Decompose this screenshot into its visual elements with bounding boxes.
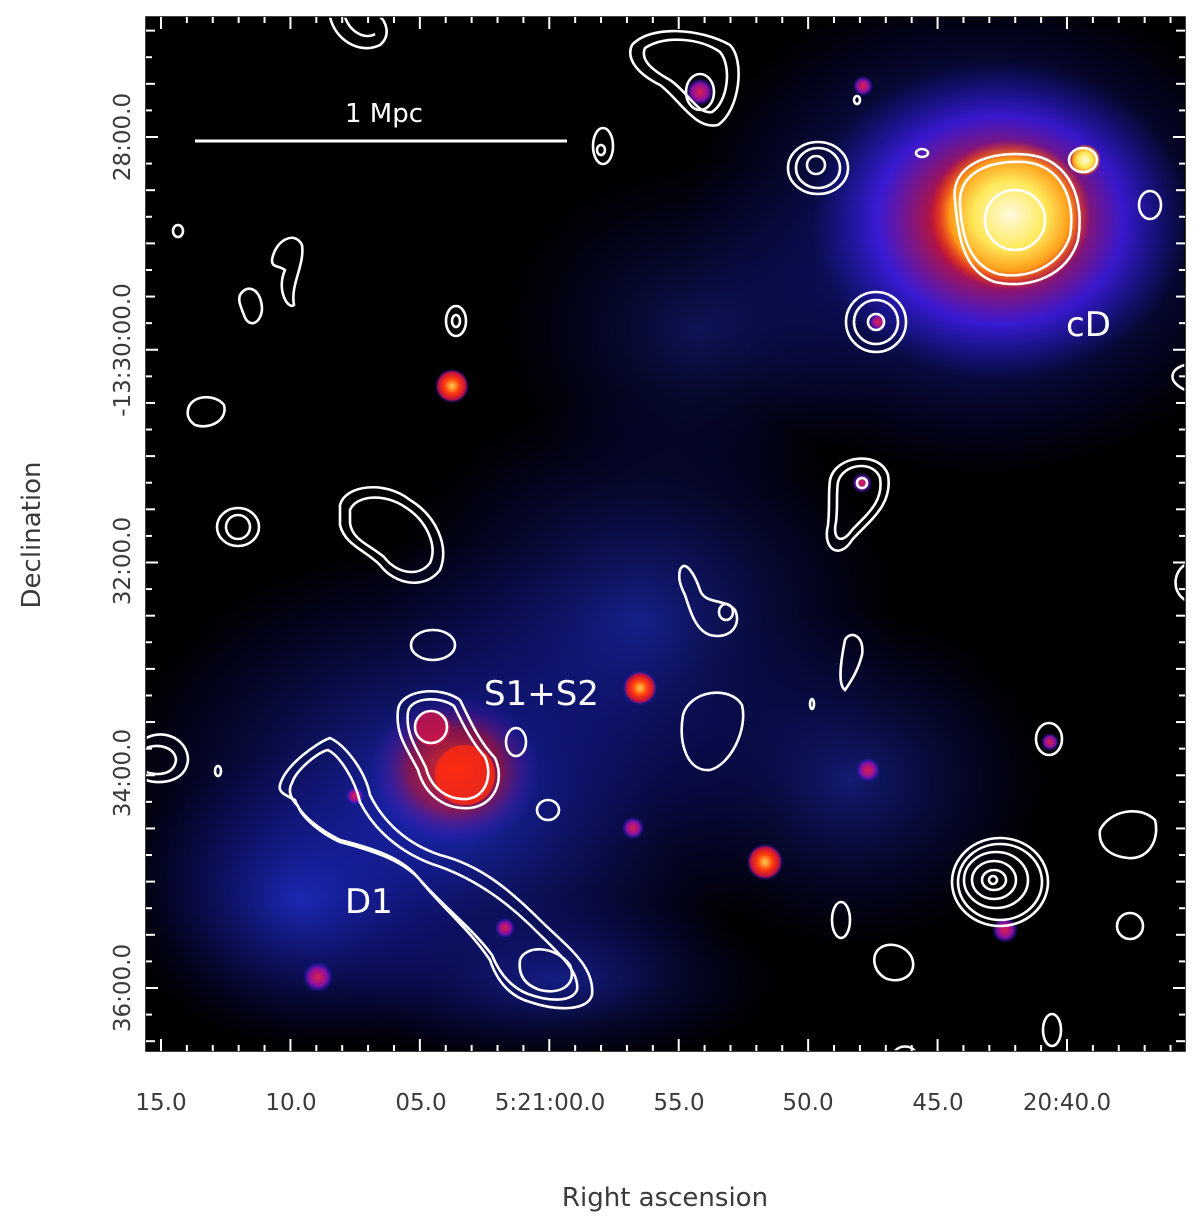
- annotation-d1: D1: [345, 882, 393, 922]
- plot-frame: [145, 16, 1186, 1052]
- x-axis-label: Right ascension: [562, 1183, 768, 1213]
- s1-s2-emission: [370, 695, 540, 845]
- radio-contours: [146, 17, 1185, 1051]
- x-tick-label: 20:40.0: [1023, 1090, 1111, 1116]
- x-tick-label: 50.0: [782, 1090, 833, 1116]
- y-tick-label: -13:30:00.0: [110, 283, 136, 417]
- point-sources: [303, 76, 1059, 992]
- x-tick-label: 45.0: [912, 1090, 963, 1116]
- x-tick-labels: 15.0 10.0 05.0 5:21:00.0 55.0 50.0 45.0 …: [135, 1090, 1111, 1116]
- cd-galaxy-emission: [810, 60, 1185, 380]
- tick-marks: [146, 17, 1185, 1051]
- y-tick-label: 28:00.0: [110, 93, 136, 181]
- y-tick-label: 36:00.0: [110, 944, 136, 1032]
- x-tick-label: 05.0: [395, 1090, 446, 1116]
- x-tick-label: 10.0: [265, 1090, 316, 1116]
- x-tick-label: 5:21:00.0: [495, 1090, 606, 1116]
- annotation-cd: cD: [1066, 305, 1111, 345]
- image-panel: 1 Mpc cD S1+S2 D1: [146, 17, 1185, 1051]
- annotation-s1-s2: S1+S2: [484, 674, 599, 714]
- x-tick-label: 15.0: [135, 1090, 186, 1116]
- x-tick-label: 55.0: [653, 1090, 704, 1116]
- scale-bar-label: 1 Mpc: [345, 99, 423, 129]
- y-tick-label: 32:00.0: [110, 517, 136, 605]
- y-tick-labels: 28:00.0 -13:30:00.0 32:00.0 34:00.0 36:0…: [110, 93, 136, 1032]
- y-tick-label: 34:00.0: [110, 729, 136, 817]
- y-axis-label: Declination: [17, 462, 47, 609]
